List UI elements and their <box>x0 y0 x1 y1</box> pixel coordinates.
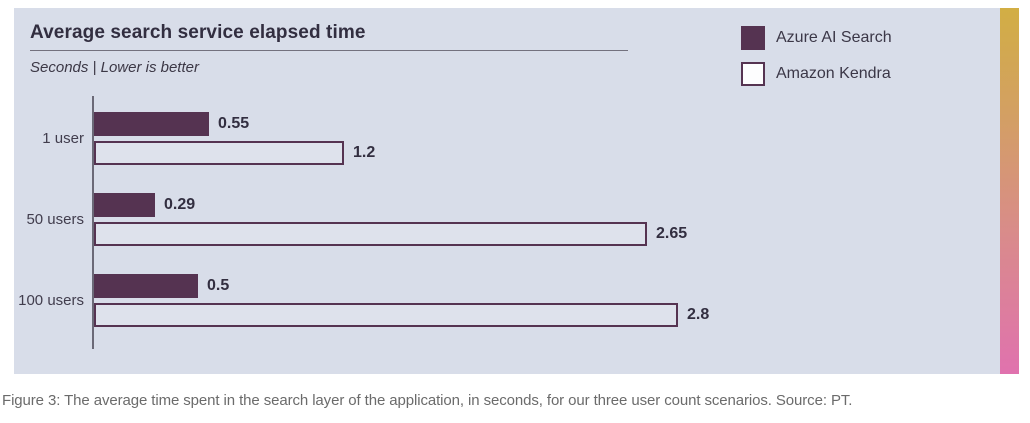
bar-pair: 0.55 1.2 <box>94 112 375 165</box>
gradient-accent-bar <box>1000 8 1019 374</box>
bar-value-label: 2.8 <box>687 306 710 323</box>
bar-pair: 0.5 2.8 <box>94 274 709 327</box>
chart-title: Average search service elapsed time <box>30 22 366 43</box>
kendra-bar <box>94 222 647 246</box>
bar-chart: 1 user 0.55 1.2 50 users <box>14 96 1000 349</box>
bar-row-kendra: 1.2 <box>94 141 375 165</box>
bar-group-100-users: 100 users 0.5 2.8 <box>14 274 1000 327</box>
azure-bar <box>94 112 209 136</box>
legend-label-azure: Azure AI Search <box>776 29 892 46</box>
legend-item-kendra: Amazon Kendra <box>741 62 892 86</box>
bar-row-kendra: 2.65 <box>94 222 687 246</box>
legend-label-kendra: Amazon Kendra <box>776 65 891 82</box>
title-underline: Average search service elapsed time <box>30 22 628 51</box>
kendra-bar <box>94 303 678 327</box>
azure-bar <box>94 193 155 217</box>
category-label: 50 users <box>26 211 84 228</box>
bar-value-label: 0.5 <box>207 277 230 294</box>
chart-header: Average search service elapsed time Seco… <box>14 8 1000 76</box>
y-axis-line <box>92 96 94 349</box>
category-label: 1 user <box>42 130 84 147</box>
azure-bar <box>94 274 198 298</box>
bar-value-label: 1.2 <box>353 144 376 161</box>
bar-row-azure: 0.55 <box>94 112 375 136</box>
kendra-bar <box>94 141 344 165</box>
bar-pair: 0.29 2.65 <box>94 193 687 246</box>
bar-row-kendra: 2.8 <box>94 303 709 327</box>
bar-value-label: 0.29 <box>164 196 196 213</box>
figure: Average search service elapsed time Seco… <box>14 8 1019 374</box>
figure-caption: Figure 3: The average time spent in the … <box>2 392 853 409</box>
bar-group-1-user: 1 user 0.55 1.2 <box>14 112 1000 165</box>
kendra-swatch-icon <box>741 62 765 86</box>
bar-row-azure: 0.29 <box>94 193 687 217</box>
category-label: 100 users <box>18 292 84 309</box>
legend: Azure AI Search Amazon Kendra <box>741 26 892 86</box>
legend-item-azure: Azure AI Search <box>741 26 892 50</box>
bar-group-50-users: 50 users 0.29 2.65 <box>14 193 1000 246</box>
azure-swatch-icon <box>741 26 765 50</box>
chart-panel: Average search service elapsed time Seco… <box>14 8 1000 374</box>
bar-value-label: 0.55 <box>218 115 250 132</box>
bar-row-azure: 0.5 <box>94 274 709 298</box>
bar-value-label: 2.65 <box>656 225 688 242</box>
chart-subtitle: Seconds | Lower is better <box>30 59 199 76</box>
